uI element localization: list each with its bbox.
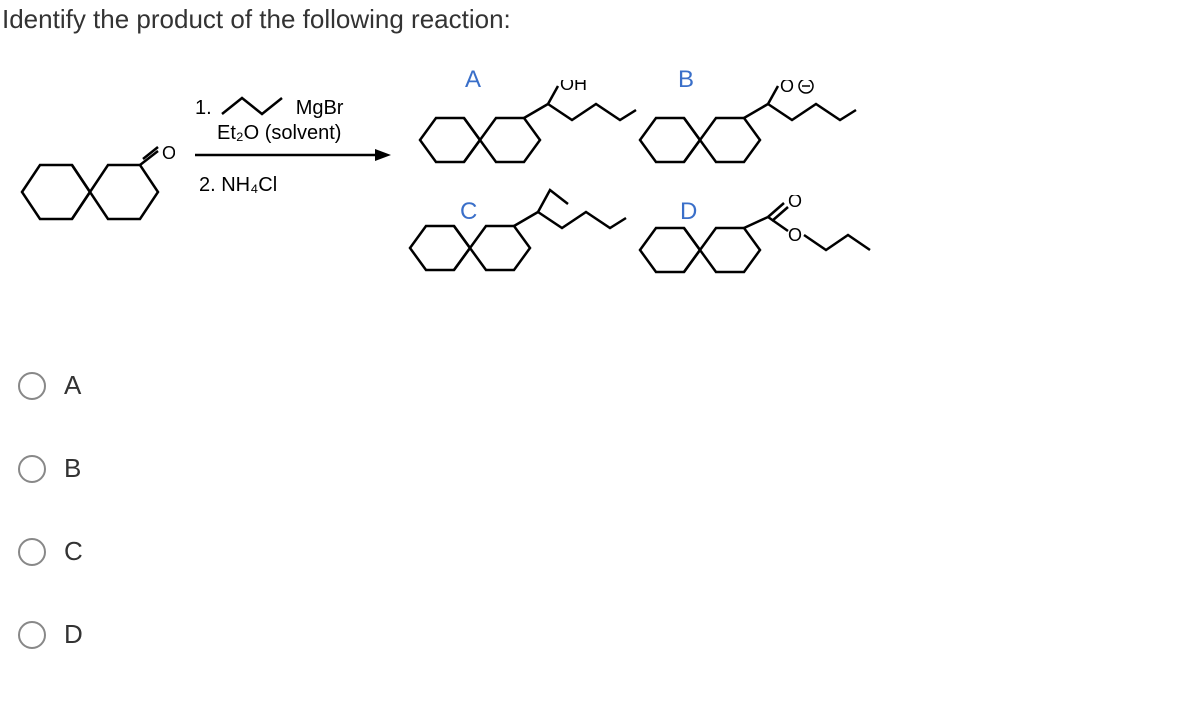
option-C-structure [400,178,640,293]
radio-option-D[interactable]: D [18,619,83,650]
radio-option-A[interactable]: A [18,370,83,401]
option-B-structure: O [630,80,870,185]
radio-circle-icon [18,455,46,483]
reaction-arrow [195,145,395,165]
radio-circle-icon [18,621,46,649]
answer-radio-group: A B C D [18,370,83,702]
radio-label-A: A [64,370,81,401]
reactant-structure: O [10,145,175,245]
step2-label: 2. NH₄Cl [199,174,395,197]
radio-circle-icon [18,538,46,566]
reagents-block: 1. MgBr Et₂O (solvent) 2. NH₄Cl [195,90,395,197]
svg-text:O: O [162,145,175,163]
svg-text:O: O [788,195,802,211]
OH-text: OH [560,80,587,94]
option-A-structure: OH [410,80,640,185]
grignard-label: MgBr [296,97,344,120]
reaction-scheme: O 1. MgBr Et₂O (solvent) 2. NH₄Cl A [0,60,1000,300]
solvent-label: Et₂O (solvent) [217,122,395,145]
svg-text:O: O [788,225,802,245]
radio-label-B: B [64,453,81,484]
option-D-structure: O O [630,195,880,300]
radio-circle-icon [18,372,46,400]
radio-label-D: D [64,619,83,650]
step1-prefix: 1. [195,97,212,120]
radio-option-C[interactable]: C [18,536,83,567]
radio-label-C: C [64,536,83,567]
radio-option-B[interactable]: B [18,453,83,484]
question-prompt: Identify the product of the following re… [2,4,511,35]
svg-text:O: O [780,80,794,96]
